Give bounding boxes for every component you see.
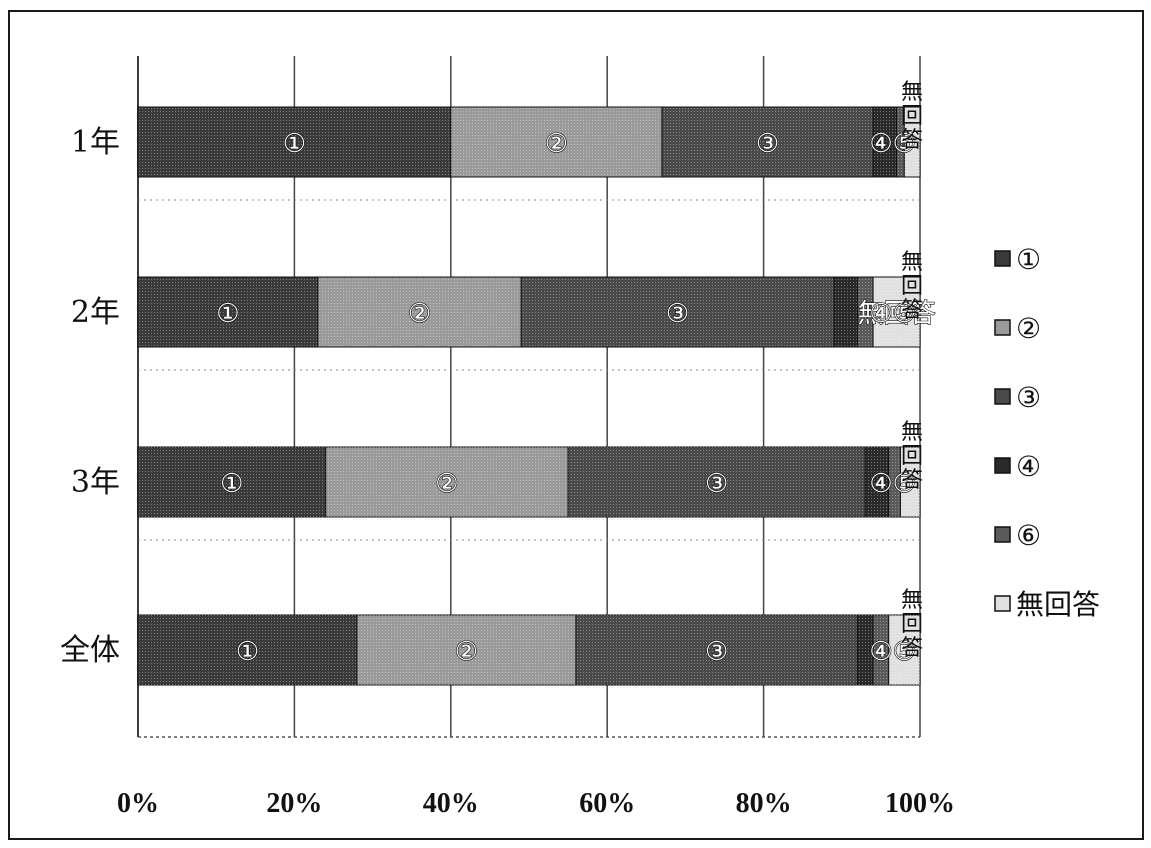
no-answer-label-char: 無: [901, 420, 923, 445]
no-answer-label-char: 回: [901, 104, 923, 129]
legend-swatch: [994, 595, 1011, 612]
bar-segment-texture: [521, 277, 834, 347]
bar-segment-texture: [138, 615, 357, 685]
no-answer-label-char: 無: [901, 80, 923, 105]
small-segment-labels: ④⑤: [869, 637, 916, 667]
small-segment-labels: ④⑤: [869, 129, 916, 159]
segment-label: ③: [705, 469, 728, 499]
bar-segment-texture: [873, 615, 889, 685]
bar-segment-texture: [356, 615, 576, 685]
bar-segment-texture: [138, 277, 318, 347]
bar-segment-texture: [857, 615, 874, 685]
legend-swatch: [994, 388, 1011, 405]
chart-frame: ① ② ③ ④⑤ 無回答 ① ② ③ 無回答 ④⑤ 無回答 ① ② ③ ④⑤ 無回答 ① ② ③ ④⑤ 無回答 1年 2年…: [8, 10, 1144, 840]
segment-label: ②: [545, 129, 568, 159]
bar-segment-texture: [325, 447, 569, 517]
x-tick-label: 80%: [736, 788, 792, 819]
small-segment-labels: ④⑤: [869, 299, 916, 329]
x-tick-label: 20%: [266, 788, 322, 819]
bar-segment-texture: [888, 447, 901, 517]
bar-segment-texture: [450, 107, 662, 177]
segment-label: ①: [283, 129, 306, 159]
legend: ① ② ③ ④ ⑥ 無回答: [994, 243, 1100, 621]
segment-label: 無回答: [858, 299, 936, 329]
legend-label: 無回答: [1016, 588, 1100, 621]
segment-label: ③: [756, 129, 779, 159]
bar-segment-texture: [873, 277, 920, 347]
bar-segment-texture: [661, 107, 874, 177]
segment-label: ①: [220, 469, 243, 499]
legend-label: ②: [1016, 312, 1041, 345]
no-answer-label-char: 答: [901, 298, 923, 323]
bar-segment-texture: [900, 447, 920, 517]
no-answer-label-char: 無: [901, 588, 923, 613]
small-segment-labels: ④⑤: [869, 469, 916, 499]
segment-label: ③: [666, 299, 689, 329]
legend-label: ⑥: [1016, 519, 1041, 552]
bar-segment-texture: [568, 447, 866, 517]
no-answer-label-char: 答: [901, 468, 923, 493]
bar-segment-texture: [575, 615, 858, 685]
bar-segment-texture: [833, 277, 858, 347]
bar-segment-texture: [904, 107, 920, 177]
segment-label: ①: [236, 637, 259, 667]
category-label: 2年: [71, 295, 120, 330]
legend-label: ③: [1016, 381, 1041, 414]
bar-segment-texture: [317, 277, 522, 347]
segment-label: ②: [408, 299, 431, 329]
legend-swatch: [994, 319, 1011, 336]
legend-label: ①: [1016, 243, 1041, 276]
no-answer-label-char: 回: [901, 612, 923, 637]
no-answer-label-char: 無: [901, 250, 923, 275]
no-answer-label-char: 答: [901, 128, 923, 153]
bar-segment-texture: [857, 277, 874, 347]
no-answer-label-char: 回: [901, 444, 923, 469]
no-answer-label-char: 答: [901, 636, 923, 661]
category-label: 全体: [60, 633, 120, 668]
x-tick-labels: 0% 20% 40% 60% 80% 100%: [117, 788, 955, 819]
legend-label: ④: [1016, 450, 1041, 483]
bar-segment-texture: [888, 615, 920, 685]
segment-label: ①: [216, 299, 239, 329]
x-tick-label: 40%: [423, 788, 479, 819]
bar-segment-texture: [865, 447, 889, 517]
segment-label: ②: [455, 637, 478, 667]
category-label: 1年: [71, 125, 120, 160]
legend-swatch: [994, 250, 1011, 267]
no-answer-label-char: 回: [901, 274, 923, 299]
bar-segment-texture: [873, 107, 897, 177]
category-label: 3年: [71, 465, 120, 500]
x-tick-label: 100%: [885, 788, 955, 819]
segment-label: ③: [705, 637, 728, 667]
x-tick-label: 0%: [117, 788, 159, 819]
bar-segment-texture: [896, 107, 905, 177]
bar-segment-texture: [138, 107, 451, 177]
legend-swatch: [994, 457, 1011, 474]
segment-label: ②: [435, 469, 458, 499]
legend-swatch: [994, 526, 1011, 543]
x-tick-label: 60%: [579, 788, 635, 819]
bar-segment-texture: [138, 447, 326, 517]
